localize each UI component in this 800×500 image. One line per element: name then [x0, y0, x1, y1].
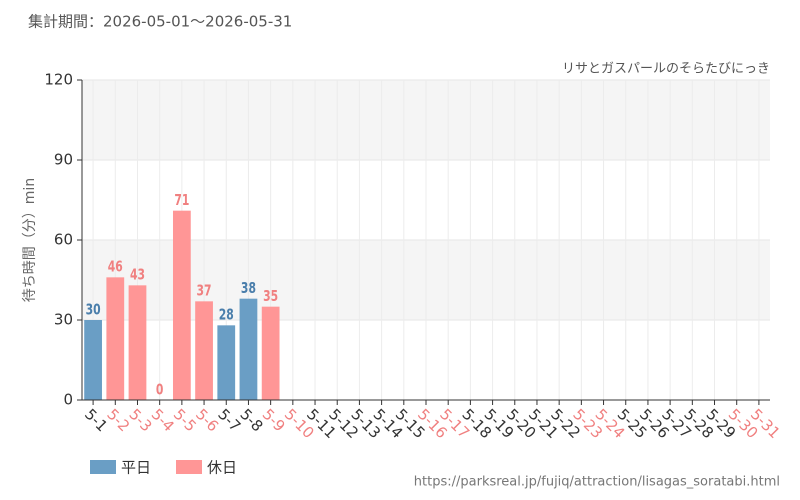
data-label: 0	[156, 381, 164, 399]
data-label: 71	[174, 192, 189, 210]
y-tick-label: 120	[44, 71, 73, 89]
bar	[84, 320, 102, 400]
data-label: 43	[130, 266, 145, 284]
bar	[195, 301, 213, 400]
y-tick-label: 90	[54, 151, 73, 169]
chart-subtitle: リサとガスパールのそらたびにっき	[562, 62, 770, 77]
bar	[106, 277, 125, 400]
y-tick-label: 30	[54, 311, 73, 329]
data-label: 38	[241, 280, 256, 298]
data-label: 30	[86, 301, 101, 319]
data-label: 46	[108, 258, 123, 276]
y-tick-label: 60	[54, 231, 73, 249]
bar	[261, 306, 280, 400]
data-label: 37	[197, 282, 212, 300]
bar	[217, 325, 236, 400]
bar	[172, 210, 191, 400]
data-label: 28	[219, 306, 234, 324]
chart-title: 集計期間：2026-05-01～2026-05-31	[28, 13, 292, 31]
bar	[128, 285, 147, 400]
bar	[239, 298, 258, 400]
y-axis-label: 待ち時間（分）min	[22, 178, 38, 302]
legend-label: 休日	[207, 459, 237, 477]
source-text: https://parksreal.jp/fujiq/attraction/li…	[414, 475, 780, 490]
legend-label: 平日	[121, 459, 151, 477]
data-label: 35	[263, 288, 278, 306]
legend-swatch	[176, 460, 202, 474]
legend-swatch	[90, 460, 116, 474]
y-tick-label: 0	[63, 391, 73, 409]
